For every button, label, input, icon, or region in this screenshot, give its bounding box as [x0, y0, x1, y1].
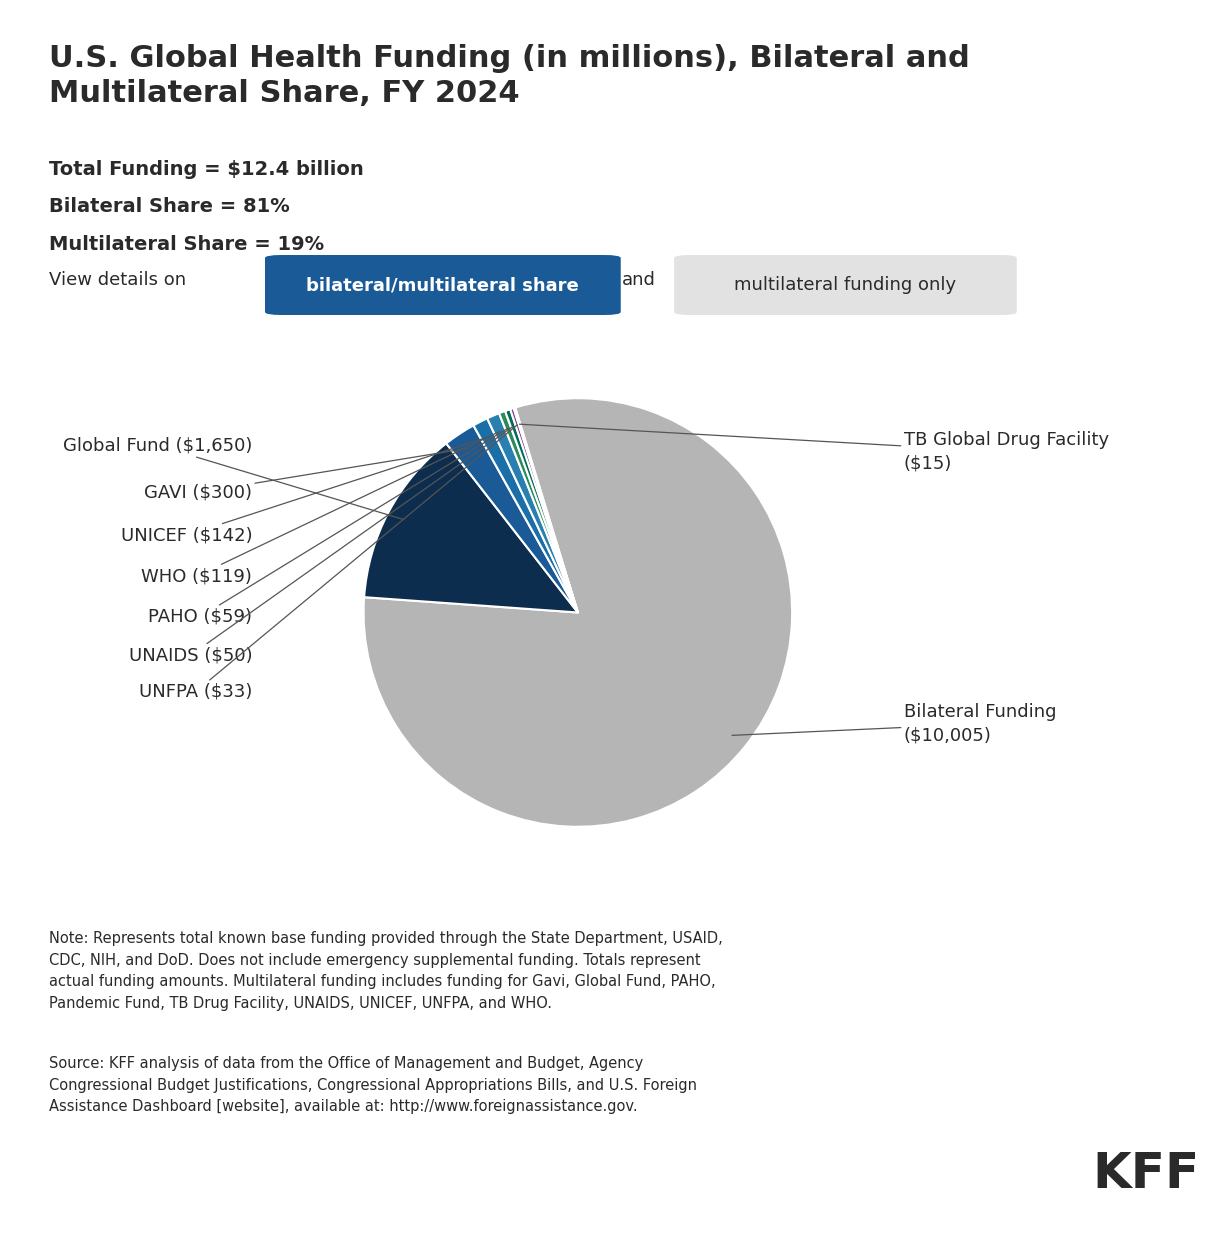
Wedge shape — [364, 444, 578, 612]
Text: KFF: KFF — [1092, 1150, 1199, 1198]
Text: and: and — [622, 271, 656, 289]
Text: UNICEF ($142): UNICEF ($142) — [121, 438, 488, 544]
Wedge shape — [510, 408, 578, 612]
Text: Bilateral Funding
($10,005): Bilateral Funding ($10,005) — [732, 704, 1057, 745]
Wedge shape — [364, 399, 792, 826]
Text: Multilateral Share = 19%: Multilateral Share = 19% — [49, 235, 325, 254]
Text: View details on: View details on — [49, 271, 185, 289]
Text: U.S. Global Health Funding (in millions), Bilateral and
Multilateral Share, FY 2: U.S. Global Health Funding (in millions)… — [49, 44, 970, 108]
Text: PAHO ($59): PAHO ($59) — [148, 428, 509, 626]
Text: multilateral funding only: multilateral funding only — [734, 276, 956, 294]
Text: WHO ($119): WHO ($119) — [142, 431, 500, 585]
Text: bilateral/multilateral share: bilateral/multilateral share — [306, 276, 580, 294]
Text: UNFPA ($33): UNFPA ($33) — [139, 425, 517, 701]
Wedge shape — [505, 409, 578, 612]
Text: Source: KFF analysis of data from the Office of Management and Budget, Agency
Co: Source: KFF analysis of data from the Of… — [49, 1056, 697, 1115]
Wedge shape — [514, 408, 578, 612]
Text: Note: Represents total known base funding provided through the State Department,: Note: Represents total known base fundin… — [49, 931, 722, 1011]
Wedge shape — [473, 419, 578, 612]
Wedge shape — [499, 411, 578, 612]
Text: TB Global Drug Facility
($15): TB Global Drug Facility ($15) — [520, 424, 1109, 472]
Text: Total Funding = $12.4 billion: Total Funding = $12.4 billion — [49, 160, 364, 179]
Text: UNAIDS ($50): UNAIDS ($50) — [128, 426, 514, 664]
FancyBboxPatch shape — [265, 255, 621, 315]
FancyBboxPatch shape — [675, 255, 1016, 315]
Text: GAVI ($300): GAVI ($300) — [144, 449, 468, 501]
Text: Global Fund ($1,650): Global Fund ($1,650) — [62, 436, 404, 520]
Text: Bilateral Share = 81%: Bilateral Share = 81% — [49, 198, 289, 216]
Wedge shape — [487, 414, 578, 612]
Wedge shape — [447, 425, 578, 612]
